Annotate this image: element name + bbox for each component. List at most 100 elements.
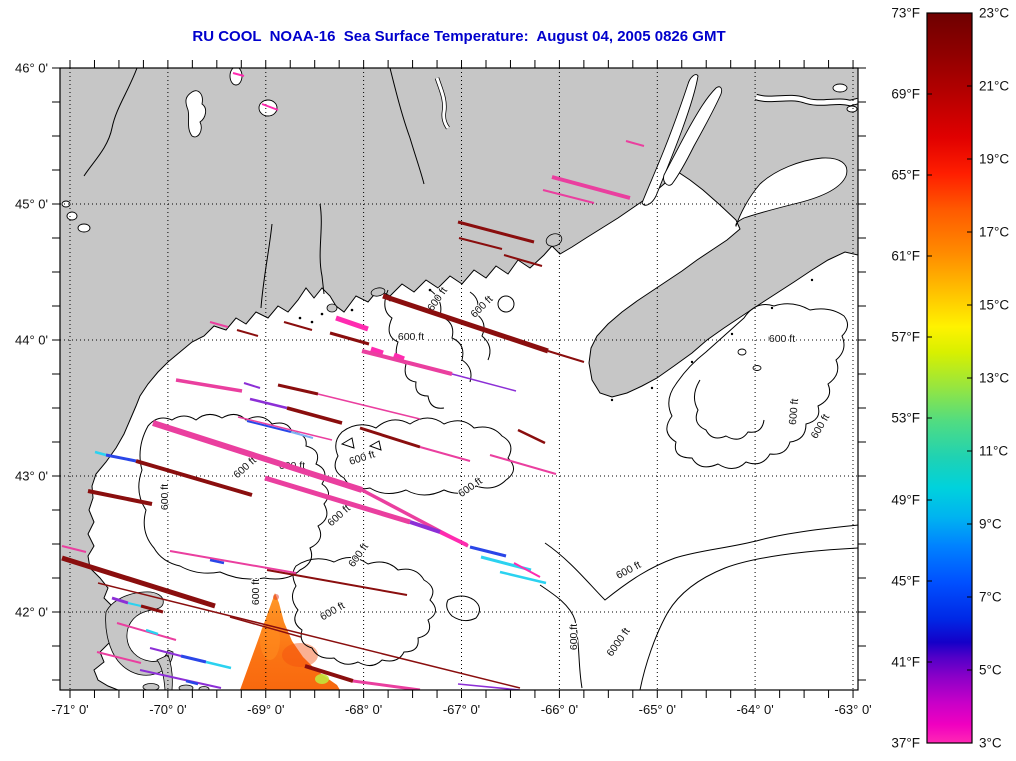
lon-tick-label: -71° 0' (51, 702, 88, 717)
lat-tick-label: 45° 0' (15, 197, 48, 212)
sst-streak (352, 679, 421, 690)
island (198, 686, 210, 690)
sst-streak (513, 562, 541, 578)
colorbar-f-label: 49°F (891, 493, 920, 508)
lon-tick-label: -64° 0' (736, 702, 773, 717)
sst-streak (236, 329, 259, 337)
sst-streak (517, 428, 546, 445)
sst-streak (61, 545, 87, 553)
sst-streak (185, 679, 199, 686)
sst-streak (149, 647, 182, 657)
sst-streak (451, 373, 517, 392)
sst-streak (499, 570, 547, 585)
sst-streak (542, 189, 595, 204)
sst-streak (286, 406, 343, 425)
depth-contour-label: 600 ft (568, 624, 580, 650)
sst-streak (261, 103, 279, 111)
lon-tick-label: -67° 0' (443, 702, 480, 717)
colorbar-c-label: 15°C (979, 298, 1009, 313)
northumberland-strait-water (755, 94, 858, 106)
sst-streak (135, 459, 253, 497)
sst-streak (111, 596, 129, 605)
lake-speck (832, 83, 848, 93)
sst-streak (359, 426, 421, 449)
sst-streak (209, 321, 229, 328)
figure-title: RU COOL NOAA-16 Sea Surface Temperature:… (192, 28, 726, 45)
bathymetry-contours (138, 289, 858, 690)
colorbar-c-label: 17°C (979, 225, 1009, 240)
sst-streak (97, 582, 521, 689)
sst-streak (625, 140, 645, 147)
kennebec-river (260, 223, 273, 309)
sst-streak (237, 416, 333, 441)
lon-tick-label: -70° 0' (149, 702, 186, 717)
border-river (83, 68, 138, 177)
sst-streak (264, 475, 411, 525)
depth-contour-label: 600 ft (159, 484, 171, 510)
sst-streak (180, 654, 207, 664)
sst-streak (489, 454, 557, 475)
saint-john-river (389, 68, 425, 185)
sst-streak (116, 622, 177, 641)
sst-streak (547, 350, 585, 363)
colorbar-ticks (927, 12, 972, 744)
colorbar-f-label: 69°F (891, 87, 920, 102)
sst-streak (469, 545, 507, 558)
sst-streak (139, 669, 222, 689)
lake-speck (77, 223, 91, 233)
sst-streak (317, 393, 421, 420)
colorbar-f-label: 37°F (891, 736, 920, 751)
lon-tick-label: -69° 0' (247, 702, 284, 717)
axis-tick-labels: -71° 0' -70° 0' -69° 0' -68° 0' -67° 0' -66° … (15, 61, 872, 718)
colorbar-c-label: 11°C (979, 444, 1008, 459)
sst-streak (243, 382, 261, 389)
sst-streak (329, 331, 370, 346)
sst-streak (277, 383, 319, 396)
sst-streak (127, 602, 142, 607)
sst-streak (152, 420, 363, 493)
axis-ticks (52, 60, 866, 698)
colorbar-c-label: 5°C (979, 663, 1002, 678)
sst-streak (283, 321, 313, 331)
colorbar-f-label: 65°F (891, 168, 920, 183)
colorbar-f-label: 57°F (891, 330, 920, 345)
depth-contour-label: 600 ft (787, 398, 801, 425)
penobscot-river (319, 203, 325, 295)
colorbar-c-label: 21°C (979, 79, 1009, 94)
sst-streak (61, 555, 216, 609)
lake-speck (846, 105, 858, 113)
lon-tick-label: -68° 0' (345, 702, 382, 717)
colorbar-gradient (926, 12, 973, 744)
sst-streak (175, 378, 243, 393)
colorbar-labels: 73°F 69°F 65°F 61°F 57°F 53°F 49°F 45°F 41°F 37°F… (891, 6, 1009, 751)
plot-border (59, 67, 859, 691)
lon-tick-label: -66° 0' (541, 702, 578, 717)
lon-tick-label: -65° 0' (639, 702, 676, 717)
nantucket (178, 684, 194, 690)
mount-desert-island (370, 287, 386, 297)
sst-streak (458, 237, 503, 250)
lake-speck (66, 211, 78, 221)
sst-streak (457, 683, 521, 690)
colorbar-c-label: 13°C (979, 371, 1009, 386)
depth-contour-label: 600 ft (398, 331, 424, 343)
monomoy-arm (156, 654, 173, 690)
sst-streak (551, 175, 631, 200)
lat-tick-label: 46° 0' (15, 61, 48, 76)
sst-streak (94, 450, 107, 457)
colorbar-f-label: 61°F (891, 249, 920, 264)
sst-streak (145, 628, 159, 636)
lat-tick-label: 44° 0' (15, 333, 48, 348)
sst-streak (409, 520, 441, 534)
colorbar-c-label: 19°C (979, 152, 1009, 167)
sst-streak (229, 616, 302, 638)
sst-streak (105, 453, 137, 463)
sst-scanline-streaks (61, 72, 645, 690)
cape-cod (105, 591, 174, 676)
sst-streak (335, 315, 369, 332)
colorbar: 73°F 69°F 65°F 61°F 57°F 53°F 49°F 45°F 41°F 37°F… (891, 6, 1009, 751)
colorbar-f-label: 45°F (891, 574, 920, 589)
ocean-gulf-of-maine (87, 171, 858, 690)
lat-tick-label: 42° 0' (15, 605, 48, 620)
